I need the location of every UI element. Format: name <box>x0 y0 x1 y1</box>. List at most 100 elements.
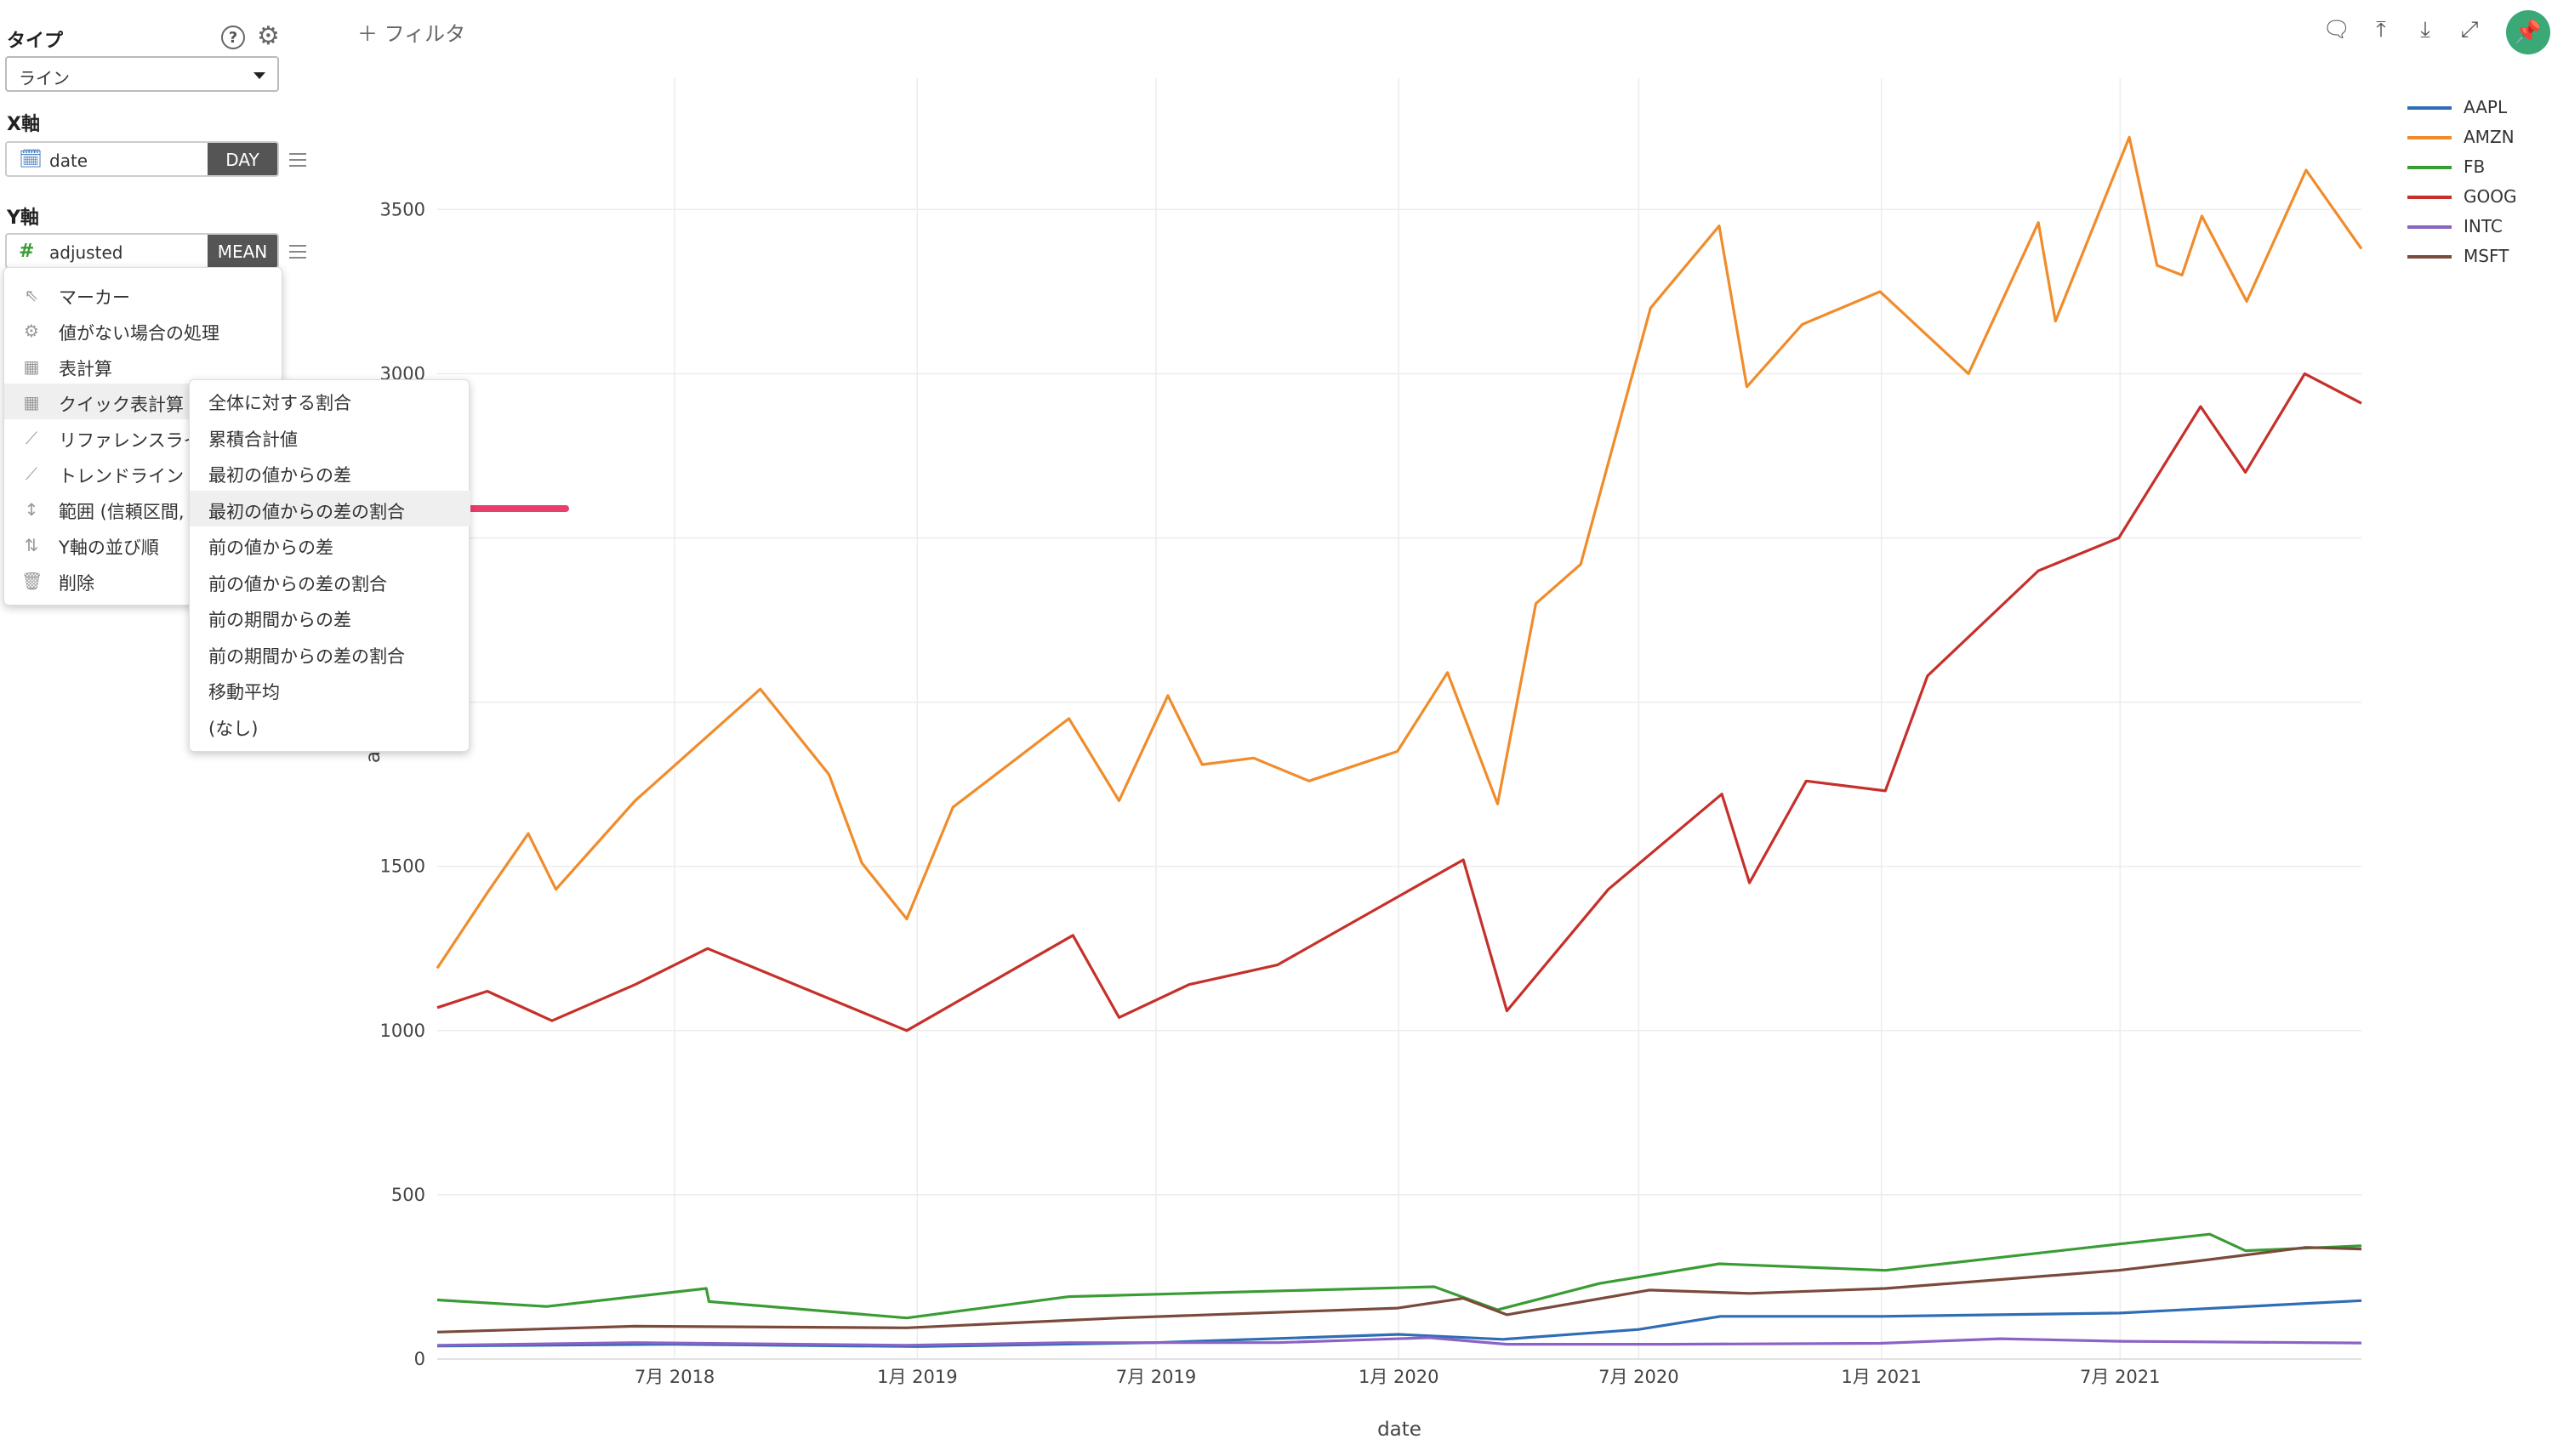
menu-item-label: 値がない場合の処理 <box>59 323 219 344</box>
submenu-item[interactable]: 累積合計値 <box>190 418 470 454</box>
submenu-item[interactable]: 前の値からの差の割合 <box>190 563 470 599</box>
pin-icon[interactable]: 📌 <box>2506 10 2550 54</box>
x-axis-field[interactable]: 🗓 date DAY <box>5 141 279 177</box>
y-tick-label: 3500 <box>380 199 425 219</box>
gear-icon[interactable]: ⚙ <box>257 21 280 51</box>
add-filter-button[interactable]: ＋ フィルタ <box>357 22 466 46</box>
menu-item[interactable]: 🗑 削除 <box>4 562 283 598</box>
submenu-item[interactable]: 前の期間からの差の割合 <box>190 635 470 671</box>
chart-icon: ⟋ <box>26 464 37 484</box>
menu-item-label: マーカー <box>59 287 130 308</box>
submenu-item-label: (なし) <box>208 718 259 739</box>
calendar-icon: 🗓 <box>19 149 43 170</box>
menu-item-label: 範囲 (信頼区間, <box>59 502 185 522</box>
y-tick-label: 0 <box>414 1349 425 1369</box>
menu-item-label: Y軸の並び順 <box>59 537 159 558</box>
legend-item[interactable]: MSFT <box>2407 244 2543 270</box>
x-tick-label: 1月 2019 <box>877 1367 957 1387</box>
submenu-item[interactable]: (なし) <box>190 708 470 743</box>
upload-icon[interactable]: ⤒ <box>2376 17 2386 43</box>
legend-item[interactable]: GOOG <box>2407 185 2543 210</box>
x-axis-section-label: X軸 <box>7 114 40 135</box>
type-section-label: タイプ <box>7 31 64 52</box>
y-axis-field[interactable]: # adjusted MEAN <box>5 233 279 269</box>
submenu-item[interactable]: 前の値からの差 <box>190 526 470 562</box>
trash-icon: 🗑 <box>21 571 43 591</box>
series-line-goog <box>436 372 2362 1032</box>
chart-type-value: ライン <box>19 68 70 88</box>
legend-label: GOOG <box>2464 186 2517 207</box>
legend-item[interactable]: INTC <box>2407 214 2543 240</box>
number-icon: # <box>19 241 35 262</box>
chart-type-select[interactable]: ライン <box>5 56 279 92</box>
x-tick-label: 1月 2020 <box>1359 1367 1438 1387</box>
y-axis-title: a <box>362 751 385 763</box>
submenu-item[interactable]: 最初の値からの差の割合 <box>190 490 470 526</box>
table-icon: ▦ <box>23 392 40 412</box>
submenu-item-label: 最初の値からの差の割合 <box>208 501 405 522</box>
menu-item[interactable]: ↕ 範囲 (信頼区間, <box>4 491 283 526</box>
x-agg-badge[interactable]: DAY <box>208 143 277 175</box>
quick-table-calc-submenu: 全体に対する割合 累積合計値 最初の値からの差 最初の値からの差の割合 前の値からの差前… <box>189 379 470 752</box>
x-tick-label: 7月 2021 <box>2080 1367 2160 1387</box>
cursor-icon: ⇖ <box>24 285 39 305</box>
legend-label: INTC <box>2464 216 2503 236</box>
legend-swatch <box>2407 225 2452 229</box>
legend-label: AMZN <box>2464 127 2515 147</box>
chart-icon: ⟋ <box>26 428 37 448</box>
submenu-item-label: 前の値からの差 <box>208 537 333 558</box>
menu-item[interactable]: ▦ 表計算 <box>4 348 283 384</box>
series-line-intc <box>436 1336 2362 1347</box>
x-field-menu-icon[interactable] <box>289 153 306 167</box>
x-axis-title: date <box>1377 1419 1421 1441</box>
range-icon: ↕ <box>24 499 39 520</box>
menu-item[interactable]: ⟋ リファレンスライ <box>4 419 283 455</box>
menu-item-label: クイック表計算 <box>59 395 184 415</box>
submenu-item[interactable]: 最初の値からの差 <box>190 454 470 490</box>
legend-label: FB <box>2464 156 2486 177</box>
expand-icon[interactable]: ⤢ <box>2460 17 2479 43</box>
legend-swatch <box>2407 166 2452 169</box>
menu-item[interactable]: ⟋ トレンドライン <box>4 455 283 491</box>
help-icon[interactable]: ? <box>221 26 245 49</box>
menu-item-label: 表計算 <box>59 359 112 379</box>
y-tick-label: 1000 <box>380 1021 425 1041</box>
comment-icon[interactable]: 🗨 <box>2322 17 2351 43</box>
legend-item[interactable]: AMZN <box>2407 125 2543 151</box>
submenu-item-label: 最初の値からの差 <box>208 465 351 486</box>
y-tick-label: 1500 <box>380 856 425 877</box>
y-field-menu-icon[interactable] <box>289 245 306 259</box>
menu-item-label: リファレンスライ <box>59 430 202 451</box>
legend-label: MSFT <box>2464 246 2509 266</box>
x-field-name: date <box>49 151 88 171</box>
submenu-item-label: 移動平均 <box>208 682 280 702</box>
menu-item-label: トレンドライン <box>59 466 184 486</box>
legend-swatch <box>2407 255 2452 259</box>
submenu-item[interactable]: 全体に対する割合 <box>190 382 470 418</box>
chevron-down-icon <box>253 72 265 79</box>
download-icon[interactable]: ⤓ <box>2420 17 2430 43</box>
x-tick-label: 7月 2019 <box>1116 1367 1196 1387</box>
legend-swatch <box>2407 196 2452 199</box>
submenu-item-label: 前の期間からの差 <box>208 610 351 630</box>
series-line-fb <box>436 1232 2362 1320</box>
table-icon: ▦ <box>23 356 40 377</box>
menu-item-label: 削除 <box>59 573 94 594</box>
y-axis-section-label: Y軸 <box>7 208 39 229</box>
legend-swatch <box>2407 136 2452 139</box>
submenu-item[interactable]: 移動平均 <box>190 671 470 707</box>
submenu-item-label: 全体に対する割合 <box>208 393 351 413</box>
legend-item[interactable]: FB <box>2407 155 2543 180</box>
legend-item[interactable]: AAPL <box>2407 95 2543 121</box>
menu-item[interactable]: ⇅ Y軸の並び順 <box>4 526 283 562</box>
submenu-item[interactable]: 前の期間からの差 <box>190 599 470 634</box>
gear-icon: ⚙ <box>24 321 39 341</box>
series-line-amzn <box>436 135 2363 970</box>
y-agg-badge[interactable]: MEAN <box>208 235 277 267</box>
menu-item[interactable]: ⇖ マーカー <box>4 276 283 312</box>
legend-label: AAPL <box>2464 97 2508 117</box>
menu-item[interactable]: ⚙ 値がない場合の処理 <box>4 312 283 348</box>
series-line-msft <box>436 1246 2362 1334</box>
